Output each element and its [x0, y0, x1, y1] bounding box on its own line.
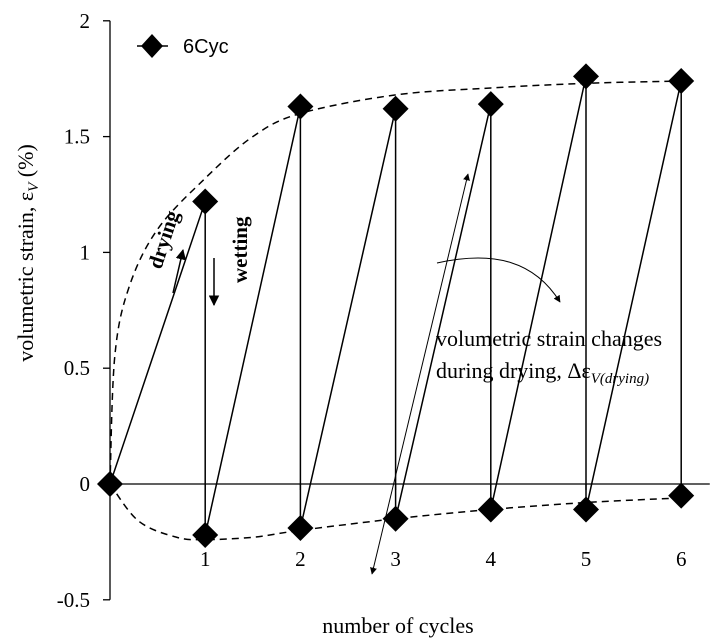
- axes-group: -0.5 0 0.5 1 1.5 2 1 2 3 4 5 6: [57, 9, 710, 612]
- data-markers: [97, 63, 695, 548]
- y-tick-label: 0.5: [64, 356, 90, 380]
- x-tick-label: 4: [486, 547, 497, 571]
- x-tick-label: 6: [676, 547, 687, 571]
- y-tick-label: 0: [80, 472, 91, 496]
- y-tick-label: 2: [80, 9, 91, 33]
- data-point: [287, 93, 314, 120]
- y-axis-label: volumetric strain, εV (%): [13, 144, 42, 362]
- y-axis-label-unit: (%): [13, 144, 38, 182]
- series-lines: [109, 76, 682, 536]
- legend-marker: [141, 34, 163, 58]
- data-point: [382, 95, 409, 122]
- strain-change-line2-subscript: V(drying): [591, 371, 649, 387]
- data-point: [97, 471, 123, 497]
- data-point: [192, 188, 219, 215]
- strain-change-line2: during drying, ΔεV(drying): [436, 358, 649, 387]
- x-tick-label: 2: [295, 547, 306, 571]
- labels-group: number of cycles volumetric strain, εV (…: [13, 34, 662, 638]
- y-tick-label: 1.5: [64, 125, 90, 149]
- legend-label: 6Cyc: [183, 36, 229, 58]
- drying-arrow: [172, 248, 186, 294]
- annotation-arrows: [172, 173, 561, 575]
- strain-range-arrow: [370, 173, 470, 575]
- data-point: [668, 482, 695, 509]
- wetting-annotation: wetting: [228, 216, 252, 283]
- strain-change-pointer-arrow: [436, 257, 561, 303]
- y-axis-label-main: volumetric strain, ε: [13, 192, 38, 362]
- x-tick-label: 1: [200, 547, 211, 571]
- legend: 6Cyc: [137, 34, 229, 58]
- data-point: [573, 496, 599, 523]
- data-point: [477, 496, 504, 523]
- strain-change-line1: volumetric strain changes: [436, 326, 662, 351]
- strain-change-line2-main: during drying, Δε: [436, 358, 591, 383]
- data-point: [668, 68, 695, 95]
- upper-envelope-curve: [109, 80, 682, 485]
- data-point: [477, 91, 504, 118]
- y-tick-label: 1: [80, 240, 91, 264]
- x-axis-label: number of cycles: [322, 613, 474, 638]
- envelope-curves: [109, 80, 682, 541]
- data-point: [192, 521, 219, 548]
- data-point: [287, 515, 314, 542]
- series-line-6cyc: [109, 76, 682, 536]
- y-tick-label: -0.5: [57, 588, 90, 612]
- x-tick-label: 3: [390, 547, 401, 571]
- x-tick-label: 5: [581, 547, 592, 571]
- y-axis-label-subscript: V: [26, 181, 42, 192]
- drying-annotation: drying: [143, 207, 184, 271]
- data-point: [573, 63, 599, 90]
- data-point: [382, 505, 409, 532]
- lower-envelope-curve: [109, 483, 682, 541]
